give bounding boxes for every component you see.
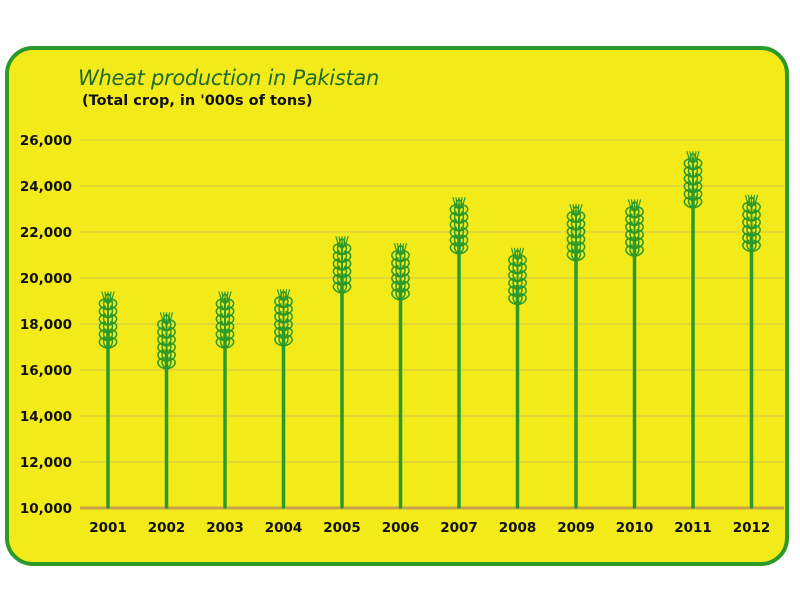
- x-axis-tick-labels: 2001 2002 2003 2004 2005 2006 2007 2008 2009 2010…: [89, 520, 770, 536]
- chart-subtitle: (Total crop, in '000s of tons): [82, 93, 313, 109]
- y-tick-label: 26,000: [20, 133, 72, 149]
- x-tick-label: 2010: [616, 520, 654, 536]
- wheat-ear: [332, 236, 352, 295]
- x-tick-label: 2001: [89, 520, 127, 536]
- wheat-ear: [683, 151, 703, 210]
- y-tick-label: 12,000: [20, 455, 72, 471]
- y-tick-label: 16,000: [20, 363, 72, 379]
- wheat-ear: [508, 247, 527, 307]
- x-tick-label: 2004: [265, 520, 303, 536]
- wheat-stalk-bar: [391, 243, 410, 509]
- wheat-stalk-bar: [742, 194, 761, 509]
- wheat-stalk-bar: [274, 289, 293, 509]
- y-tick-label: 24,000: [20, 179, 72, 195]
- x-tick-label: 2012: [733, 520, 771, 536]
- wheat-stalk-bar: [332, 236, 352, 509]
- wheat-stalk-bar: [508, 247, 527, 509]
- y-tick-label: 22,000: [20, 225, 72, 241]
- wheat-ear: [625, 199, 644, 258]
- wheat-ear: [215, 291, 235, 350]
- wheat-ear: [742, 194, 761, 254]
- wheat-ear: [566, 204, 586, 263]
- wheat-stalk-bar: [449, 197, 469, 509]
- wheat-stalk-bar: [157, 312, 176, 509]
- wheat-stalk-bar: [566, 204, 586, 509]
- wheat-stalk-bars: [98, 151, 761, 509]
- wheat-ear: [157, 312, 176, 371]
- wheat-ear: [98, 291, 118, 350]
- y-axis-tick-labels: 10,000 12,000 14,000 16,000 18,000 20,000 22,0…: [20, 133, 72, 517]
- wheat-ear: [449, 197, 469, 256]
- y-tick-label: 18,000: [20, 317, 72, 333]
- grid-lines: [80, 139, 784, 510]
- x-tick-label: 2008: [499, 520, 537, 536]
- x-tick-label: 2007: [440, 520, 478, 536]
- x-tick-label: 2002: [148, 520, 186, 536]
- x-tick-label: 2005: [323, 520, 361, 536]
- wheat-stalk-bar: [98, 291, 118, 509]
- wheat-stalk-bar: [683, 151, 703, 509]
- x-tick-label: 2003: [206, 520, 244, 536]
- chart-panel: [5, 46, 789, 566]
- chart-title: Wheat production in Pakistan: [78, 66, 379, 90]
- y-tick-label: 10,000: [20, 501, 72, 517]
- wheat-stalk-bar: [625, 199, 644, 509]
- y-tick-label: 14,000: [20, 409, 72, 425]
- x-tick-label: 2006: [382, 520, 420, 536]
- x-tick-label: 2009: [557, 520, 595, 536]
- y-tick-label: 20,000: [20, 271, 72, 287]
- wheat-ear: [391, 243, 410, 302]
- wheat-ear: [274, 289, 293, 348]
- wheat-stalk-bar: [215, 291, 235, 509]
- x-tick-label: 2011: [674, 520, 712, 536]
